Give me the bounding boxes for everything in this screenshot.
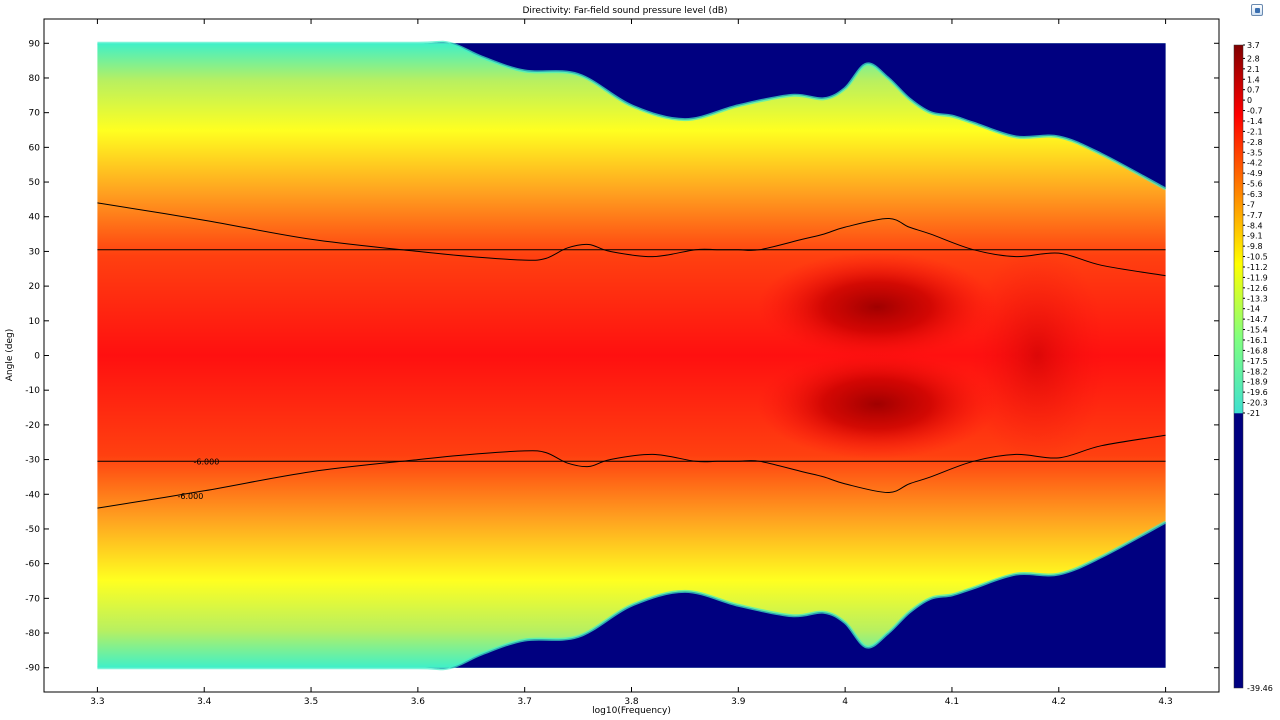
colorbar-tick-label: 0.7 xyxy=(1247,86,1260,95)
contour-label: -6.000 xyxy=(178,492,204,501)
colorbar-tick-label: 2.8 xyxy=(1247,54,1260,63)
y-tick-label: 10 xyxy=(29,317,41,327)
y-tick-label: -90 xyxy=(25,664,40,674)
colorbar: 3.7 2.8 2.11.4 0.70 -0.7-1.4-2.1 -2.8-3.5 -4.2… xyxy=(1233,41,1273,693)
x-axis-label: log10(Frequency) xyxy=(592,706,671,716)
x-tick-label: 4.1 xyxy=(945,697,959,707)
colorbar-scale xyxy=(1233,44,1244,689)
colorbar-tick-label: -21 xyxy=(1247,409,1260,418)
colorbar-tick-label: -1.4 xyxy=(1247,117,1263,126)
contour-label: -6.000 xyxy=(194,457,220,466)
y-tick-label: -20 xyxy=(25,421,40,431)
colorbar-tick-label: -18.9 xyxy=(1247,378,1268,387)
colorbar-tick-label: 3.7 xyxy=(1247,41,1260,50)
colorbar-tick-label: -0.7 xyxy=(1247,107,1263,116)
colorbar-tick-label: -10.5 xyxy=(1247,253,1268,262)
colorbar-tick-label: -18.2 xyxy=(1247,367,1268,376)
y-tick-label: 50 xyxy=(29,178,41,188)
colorbar-tick-label: -12.6 xyxy=(1247,284,1268,293)
y-tick-label: 30 xyxy=(29,247,41,257)
colorbar-tick-label: -16.8 xyxy=(1247,346,1268,355)
heatmap-layer xyxy=(97,40,1167,671)
x-tick-label: 4 xyxy=(842,697,848,707)
colorbar-tick-label: -4.9 xyxy=(1247,169,1263,178)
contour-line-top xyxy=(97,202,1166,277)
hotspot-mark xyxy=(757,349,998,460)
colorbar-min-label: -39.46 xyxy=(1247,684,1273,693)
y-tick-label: -70 xyxy=(25,594,40,604)
colorbar-tick-label: -2.1 xyxy=(1247,127,1263,136)
plot-settings-icon[interactable] xyxy=(1251,4,1263,16)
colorbar-tick-label: -17.5 xyxy=(1247,357,1268,366)
noise-floor-region-top xyxy=(97,42,1166,189)
colorbar-tick-label: -7.7 xyxy=(1247,211,1263,220)
hotspot-mark xyxy=(757,251,998,362)
x-tick-label: 3.8 xyxy=(624,697,639,707)
y-tick-label: 80 xyxy=(29,74,41,84)
x-tick-label: 3.9 xyxy=(731,697,746,707)
colorbar-tick-label: -19.6 xyxy=(1247,388,1268,397)
y-tick-label: 20 xyxy=(29,282,41,292)
colorbar-tick-label: -2.8 xyxy=(1247,138,1263,147)
x-tick-label: 3.4 xyxy=(197,697,212,707)
colorbar-tick-label: 1.4 xyxy=(1247,75,1260,84)
x-tick-label: 3.7 xyxy=(518,697,532,707)
y-tick-label: 70 xyxy=(29,109,41,119)
colorbar-tick-label: -15.4 xyxy=(1247,326,1268,335)
x-tick-label: 3.3 xyxy=(90,697,104,707)
colorbar-tick-label: -11.9 xyxy=(1247,273,1268,282)
colorbar-tick-label: -16.1 xyxy=(1247,336,1268,345)
noise-floor-region-bottom xyxy=(97,522,1166,669)
contour-layer: -6.000 -6.000 xyxy=(97,202,1166,509)
y-tick-label: 60 xyxy=(29,143,41,153)
y-axis-label: Angle (deg) xyxy=(5,328,15,382)
colorbar-tick-label: 2.1 xyxy=(1247,65,1260,74)
colorbar-tick-label: -8.4 xyxy=(1247,221,1263,230)
colorbar-tick-label: -9.1 xyxy=(1247,232,1263,241)
colorbar-tick-label: -7 xyxy=(1247,200,1255,209)
y-tick-label: 40 xyxy=(29,213,41,223)
colorbar-tick-label: -11.2 xyxy=(1247,263,1268,272)
contour-line-bottom xyxy=(97,434,1166,509)
boundary-fringe-top xyxy=(97,40,1167,191)
x-tick-label: 4.2 xyxy=(1052,697,1066,707)
y-tick-label: 0 xyxy=(34,352,40,362)
x-tick-label: 3.6 xyxy=(411,697,426,707)
colorbar-tick-label: -4.2 xyxy=(1247,159,1263,168)
y-tick-label: -30 xyxy=(25,456,40,466)
y-tick-label: -80 xyxy=(25,629,40,639)
colorbar-tick-label: -3.5 xyxy=(1247,148,1263,157)
x-tick-label: 4.3 xyxy=(1158,697,1172,707)
x-tick-label: 3.5 xyxy=(304,697,318,707)
boundary-fringe-bottom xyxy=(97,520,1167,671)
colorbar-tick-label: -13.3 xyxy=(1247,294,1268,303)
colorbar-tick-label: -20.3 xyxy=(1247,399,1268,408)
chart-title: Directivity: Far-field sound pressure le… xyxy=(522,6,728,16)
y-tick-label: 90 xyxy=(29,39,41,49)
axes-layer: 3.3 3.4 3.5 3.6 3.7 3.8 3.9 4 4.1 4.2 4.3 90 80 70 60 5… xyxy=(25,18,1220,707)
y-tick-label: -40 xyxy=(25,490,40,500)
secondary-hotspot xyxy=(967,245,1108,466)
colorbar-tick-label: -14 xyxy=(1247,305,1260,314)
colorbar-tick-label: -9.8 xyxy=(1247,242,1263,251)
colorbar-tick-label: -6.3 xyxy=(1247,190,1263,199)
y-tick-label: -50 xyxy=(25,525,40,535)
colorbar-tick-label: 0 xyxy=(1247,96,1252,105)
y-tick-label: -60 xyxy=(25,560,40,570)
colorbar-tick-label: -14.7 xyxy=(1247,315,1268,324)
colorbar-tick-label: -5.6 xyxy=(1247,180,1263,189)
y-tick-label: -10 xyxy=(25,386,40,396)
